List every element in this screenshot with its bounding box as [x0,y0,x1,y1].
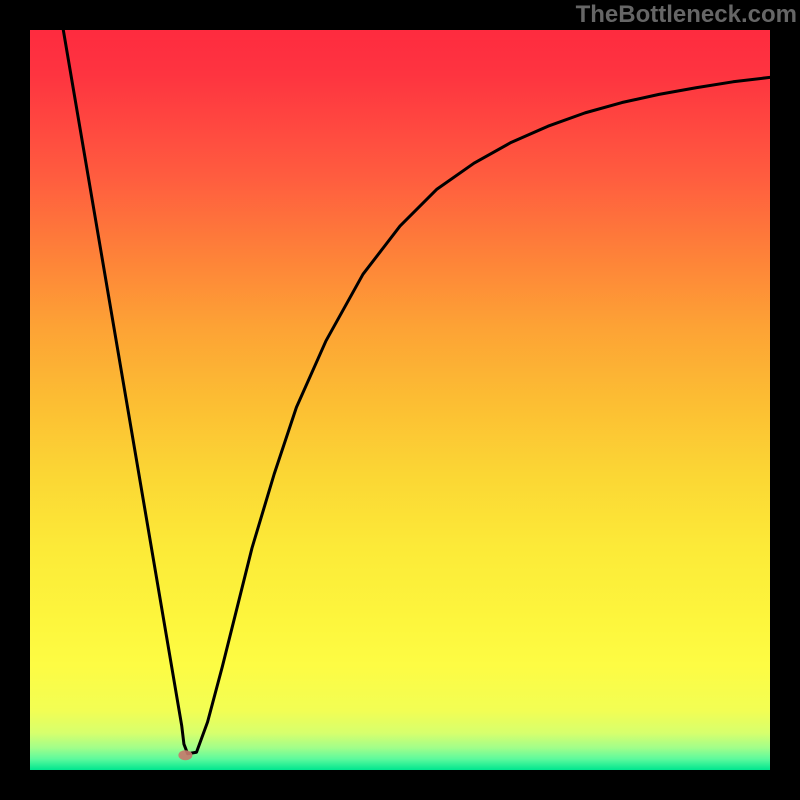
chart-background [30,30,770,770]
outer-frame: TheBottleneck.com [0,0,800,800]
plot-area [30,30,770,770]
watermark-text: TheBottleneck.com [576,1,797,29]
optimal-point-marker [178,750,192,760]
plot-svg [30,30,770,770]
